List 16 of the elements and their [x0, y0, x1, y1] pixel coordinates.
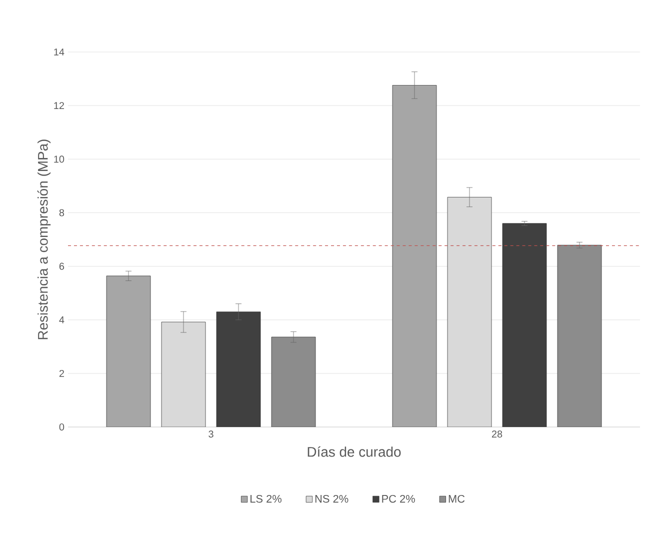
y-tick-label: 4 — [59, 316, 64, 324]
legend-label: NS 2% — [315, 494, 348, 503]
y-axis-title: Resistencia a compresión (MPa) — [37, 140, 51, 340]
x-tick-label: 3 — [208, 430, 214, 438]
x-axis-title: Días de curado — [308, 446, 401, 457]
y-tick-label: 12 — [54, 102, 64, 110]
y-tick-label: 6 — [59, 262, 64, 270]
y-tick-label: 8 — [59, 209, 64, 216]
legend-label: LS 2% — [250, 494, 282, 503]
y-tick-label: 10 — [54, 156, 64, 163]
legend-label: PC 2% — [382, 494, 415, 503]
y-tick-label: 0 — [59, 423, 64, 431]
y-tick-label: 2 — [59, 370, 64, 377]
y-tick-label: 14 — [54, 48, 64, 56]
legend-label: MC — [448, 494, 465, 503]
x-tick-label: 28 — [492, 430, 502, 438]
